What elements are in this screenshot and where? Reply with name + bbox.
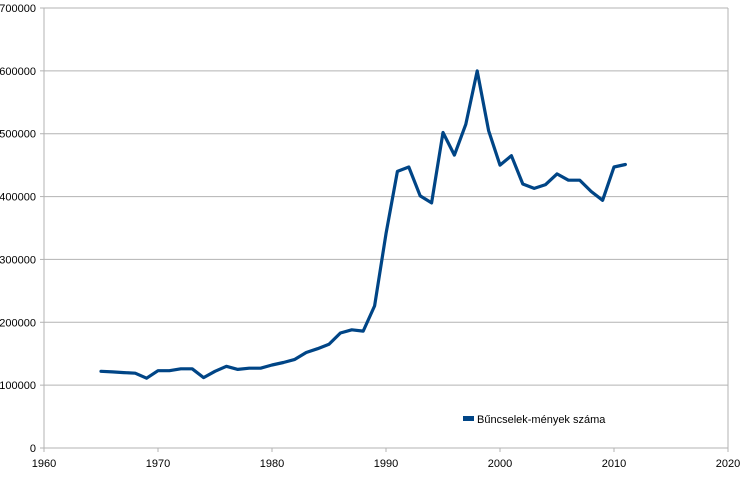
- x-tick-label: 1970: [146, 458, 170, 470]
- legend: Bűncselek-mények száma: [463, 414, 606, 426]
- x-tick-label: 2010: [602, 458, 626, 470]
- y-tick-label: 500000: [0, 129, 36, 141]
- y-tick-label: 200000: [0, 317, 36, 329]
- x-tick-label: 1980: [260, 458, 284, 470]
- y-axis-ticks: 0 100000 200000 300000 400000 500000 600000 700…: [0, 3, 44, 455]
- y-tick-label: 0: [30, 443, 36, 455]
- y-tick-label: 600000: [0, 66, 36, 78]
- legend-swatch: [463, 416, 474, 421]
- y-tick-label: 400000: [0, 192, 36, 204]
- x-tick-label: 2000: [488, 458, 512, 470]
- legend-label: Bűncselek-mények száma: [477, 414, 606, 426]
- y-tick-label: 300000: [0, 254, 36, 266]
- y-tick-label: 100000: [0, 380, 36, 392]
- x-axis-ticks: 1960 1970 1980 1990 2000 2010 2020: [32, 448, 740, 470]
- x-tick-label: 2020: [716, 458, 740, 470]
- series-group: [99, 69, 628, 380]
- series-line: [99, 69, 628, 380]
- gridlines: [44, 7, 728, 386]
- x-tick-label: 1960: [32, 458, 56, 470]
- y-tick-label: 700000: [0, 3, 36, 15]
- x-tick-label: 1990: [374, 458, 398, 470]
